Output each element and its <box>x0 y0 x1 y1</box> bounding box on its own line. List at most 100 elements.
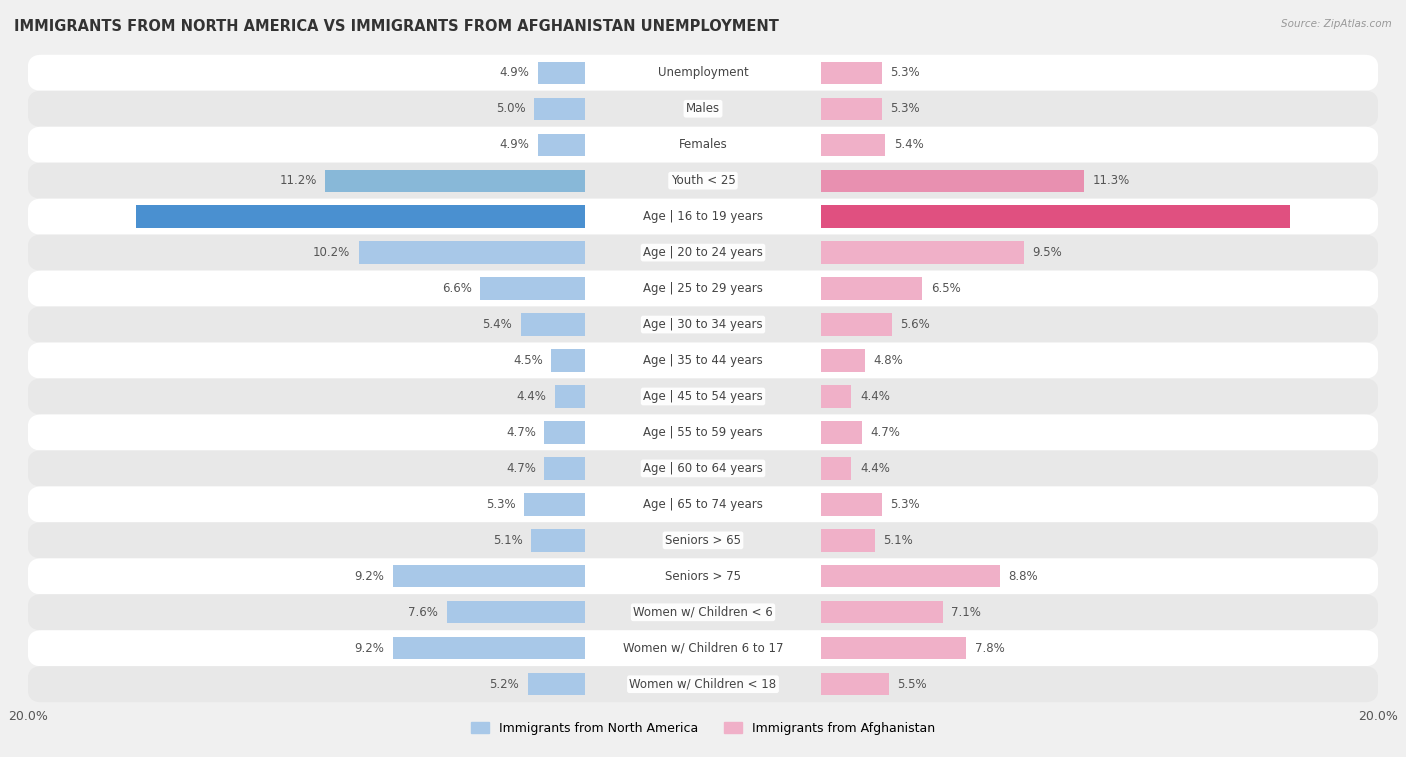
FancyBboxPatch shape <box>28 487 1378 522</box>
Text: Seniors > 65: Seniors > 65 <box>665 534 741 547</box>
Bar <box>821 529 875 552</box>
Text: Seniors > 75: Seniors > 75 <box>665 570 741 583</box>
Bar <box>821 565 1000 587</box>
Text: 9.2%: 9.2% <box>354 642 384 655</box>
FancyBboxPatch shape <box>28 198 1378 235</box>
FancyBboxPatch shape <box>28 594 1378 631</box>
Text: 7.1%: 7.1% <box>950 606 981 618</box>
Text: Unemployment: Unemployment <box>658 67 748 79</box>
Bar <box>136 205 585 228</box>
Bar <box>821 457 852 480</box>
Bar <box>520 313 585 335</box>
Bar <box>481 277 585 300</box>
Bar <box>544 457 585 480</box>
Text: IMMIGRANTS FROM NORTH AMERICA VS IMMIGRANTS FROM AFGHANISTAN UNEMPLOYMENT: IMMIGRANTS FROM NORTH AMERICA VS IMMIGRA… <box>14 19 779 34</box>
Text: Age | 65 to 74 years: Age | 65 to 74 years <box>643 498 763 511</box>
Text: 6.6%: 6.6% <box>441 282 472 295</box>
Bar <box>821 98 882 120</box>
Text: Females: Females <box>679 139 727 151</box>
Text: 5.3%: 5.3% <box>890 102 920 115</box>
Text: 4.7%: 4.7% <box>870 426 900 439</box>
Bar <box>531 529 585 552</box>
Bar <box>821 601 942 624</box>
Bar <box>821 205 1291 228</box>
Text: Source: ZipAtlas.com: Source: ZipAtlas.com <box>1281 19 1392 29</box>
Text: 4.7%: 4.7% <box>506 426 536 439</box>
Text: Age | 60 to 64 years: Age | 60 to 64 years <box>643 462 763 475</box>
FancyBboxPatch shape <box>28 55 1378 91</box>
FancyBboxPatch shape <box>28 235 1378 270</box>
Bar <box>821 422 862 444</box>
Bar <box>534 98 585 120</box>
Bar <box>821 241 1024 263</box>
Bar <box>537 61 585 84</box>
Text: 5.1%: 5.1% <box>492 534 523 547</box>
Text: 5.3%: 5.3% <box>890 67 920 79</box>
Text: 4.8%: 4.8% <box>873 354 903 367</box>
Bar <box>524 494 585 516</box>
Text: Women w/ Children < 6: Women w/ Children < 6 <box>633 606 773 618</box>
FancyBboxPatch shape <box>28 450 1378 487</box>
Bar <box>554 385 585 407</box>
Text: 7.6%: 7.6% <box>408 606 439 618</box>
Text: 5.4%: 5.4% <box>482 318 512 331</box>
Text: Age | 30 to 34 years: Age | 30 to 34 years <box>643 318 763 331</box>
Text: 4.4%: 4.4% <box>860 390 890 403</box>
Bar <box>821 277 922 300</box>
Text: 4.5%: 4.5% <box>513 354 543 367</box>
Text: 5.0%: 5.0% <box>496 102 526 115</box>
Text: Age | 35 to 44 years: Age | 35 to 44 years <box>643 354 763 367</box>
Text: 11.3%: 11.3% <box>1092 174 1130 187</box>
Text: 4.9%: 4.9% <box>499 67 529 79</box>
Bar <box>551 350 585 372</box>
Text: 4.4%: 4.4% <box>516 390 546 403</box>
FancyBboxPatch shape <box>28 163 1378 198</box>
FancyBboxPatch shape <box>28 415 1378 450</box>
Text: Males: Males <box>686 102 720 115</box>
Bar <box>359 241 585 263</box>
FancyBboxPatch shape <box>28 378 1378 415</box>
FancyBboxPatch shape <box>28 307 1378 342</box>
Text: Youth < 25: Youth < 25 <box>671 174 735 187</box>
Bar <box>527 673 585 696</box>
Text: 10.2%: 10.2% <box>314 246 350 259</box>
Text: 5.3%: 5.3% <box>486 498 516 511</box>
Text: Women w/ Children 6 to 17: Women w/ Children 6 to 17 <box>623 642 783 655</box>
Text: 5.4%: 5.4% <box>894 139 924 151</box>
FancyBboxPatch shape <box>28 342 1378 378</box>
Text: Age | 55 to 59 years: Age | 55 to 59 years <box>643 426 763 439</box>
Bar <box>821 385 852 407</box>
Text: Age | 25 to 29 years: Age | 25 to 29 years <box>643 282 763 295</box>
Bar <box>821 61 882 84</box>
FancyBboxPatch shape <box>28 631 1378 666</box>
Text: 5.3%: 5.3% <box>890 498 920 511</box>
Bar <box>821 313 891 335</box>
Bar <box>392 637 585 659</box>
FancyBboxPatch shape <box>28 126 1378 163</box>
FancyBboxPatch shape <box>28 559 1378 594</box>
Text: 8.8%: 8.8% <box>1008 570 1038 583</box>
Text: 5.6%: 5.6% <box>900 318 931 331</box>
Text: 6.5%: 6.5% <box>931 282 960 295</box>
Text: 9.5%: 9.5% <box>1032 246 1062 259</box>
Bar <box>821 133 886 156</box>
Text: 4.7%: 4.7% <box>506 462 536 475</box>
Text: 11.2%: 11.2% <box>280 174 316 187</box>
Text: 4.9%: 4.9% <box>499 139 529 151</box>
Text: Age | 16 to 19 years: Age | 16 to 19 years <box>643 210 763 223</box>
FancyBboxPatch shape <box>28 522 1378 559</box>
FancyBboxPatch shape <box>28 666 1378 702</box>
Bar <box>325 170 585 192</box>
Text: 5.2%: 5.2% <box>489 678 519 690</box>
FancyBboxPatch shape <box>28 270 1378 307</box>
Text: Women w/ Children < 18: Women w/ Children < 18 <box>630 678 776 690</box>
Bar <box>537 133 585 156</box>
Text: 5.1%: 5.1% <box>883 534 914 547</box>
Text: 9.2%: 9.2% <box>354 570 384 583</box>
Bar <box>821 350 865 372</box>
Text: 17.4%: 17.4% <box>1327 210 1368 223</box>
Bar <box>821 170 1084 192</box>
Text: 7.8%: 7.8% <box>974 642 1004 655</box>
Text: Age | 45 to 54 years: Age | 45 to 54 years <box>643 390 763 403</box>
Bar <box>821 673 889 696</box>
